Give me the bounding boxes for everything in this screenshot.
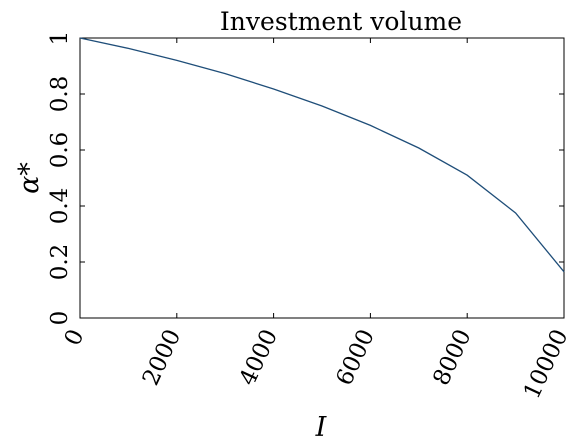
x-axis-label: I xyxy=(315,412,328,443)
series-line xyxy=(79,37,565,273)
y-tick-label: 1 xyxy=(47,31,73,46)
plot-frame xyxy=(79,37,565,319)
y-tick-label: 0.2 xyxy=(47,244,73,281)
y-axis: 0 0.2 0.4 0.6 0.8 1 xyxy=(47,31,564,326)
x-tick-label: 4000 xyxy=(235,326,283,390)
series-layer xyxy=(79,37,565,273)
y-tick-label: 0 xyxy=(47,311,73,326)
y-axis-label: α* xyxy=(14,162,45,194)
x-tick-label: 10000 xyxy=(519,326,566,403)
chart-title: Investment volume xyxy=(220,7,462,36)
x-tick-label: 6000 xyxy=(332,326,380,390)
x-tick-label: 2000 xyxy=(138,326,186,390)
x-tick-label: 0 xyxy=(60,326,90,350)
x-axis: 0 2000 4000 6000 8000 10000 xyxy=(60,38,566,403)
x-tick-label: 8000 xyxy=(428,326,476,390)
y-tick-label: 0.8 xyxy=(47,76,73,113)
plot-area xyxy=(79,37,565,319)
y-tick-label: 0.4 xyxy=(47,188,73,225)
y-tick-label: 0.6 xyxy=(47,132,73,169)
